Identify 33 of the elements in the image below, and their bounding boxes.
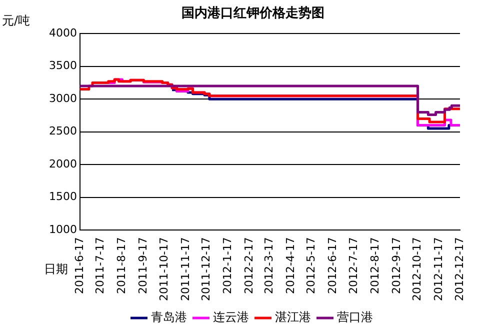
y-axis-title: 元/吨 [2, 14, 30, 28]
x-tick-label: 2011-8-17 [115, 237, 128, 294]
legend-label: 连云港 [213, 310, 249, 324]
y-tick-label: 4000 [48, 26, 77, 40]
x-tick-label: 2012-3-17 [262, 237, 276, 294]
legend-label: 营口港 [337, 310, 373, 324]
x-tick-label: 2012-10-17 [410, 237, 424, 302]
x-tick-label: 2011-11-17 [178, 237, 192, 302]
x-tick-label: 2012-8-17 [368, 237, 382, 294]
x-tick-label: 2012-7-17 [346, 237, 360, 294]
x-tick-label: 2011-10-17 [157, 237, 170, 302]
y-tick-label: 1000 [48, 222, 77, 236]
x-tick-label: 2011-6-17 [72, 237, 86, 294]
y-tick-label: 2500 [48, 124, 77, 138]
legend-label: 湛江港 [275, 310, 311, 324]
y-tick-label: 1500 [48, 190, 77, 204]
x-tick-label: 2012-11-17 [432, 237, 446, 302]
chart-title: 国内港口红钾价格走势图 [182, 5, 324, 22]
y-tick-label: 3500 [48, 59, 77, 72]
x-tick-label: 2011-9-17 [136, 237, 150, 294]
x-tick-label: 2011-7-17 [94, 237, 107, 294]
x-tick-label: 2011-12-17 [200, 237, 213, 302]
x-tick-label: 2012-1-17 [220, 237, 234, 294]
x-tick-label: 2012-12-17 [452, 237, 466, 302]
y-tick-label: 3000 [48, 92, 77, 105]
x-tick-label: 2012-2-17 [242, 237, 256, 294]
x-tick-label: 2012-4-17 [284, 237, 297, 294]
x-tick-label: 2012-5-17 [304, 237, 318, 294]
y-tick-label: 2000 [48, 157, 77, 170]
legend-label: 青岛港 [151, 310, 187, 324]
x-tick-label: 2012-9-17 [390, 237, 403, 294]
x-axis-title: 日期 [44, 262, 68, 276]
x-tick-label: 2012-6-17 [326, 237, 340, 294]
